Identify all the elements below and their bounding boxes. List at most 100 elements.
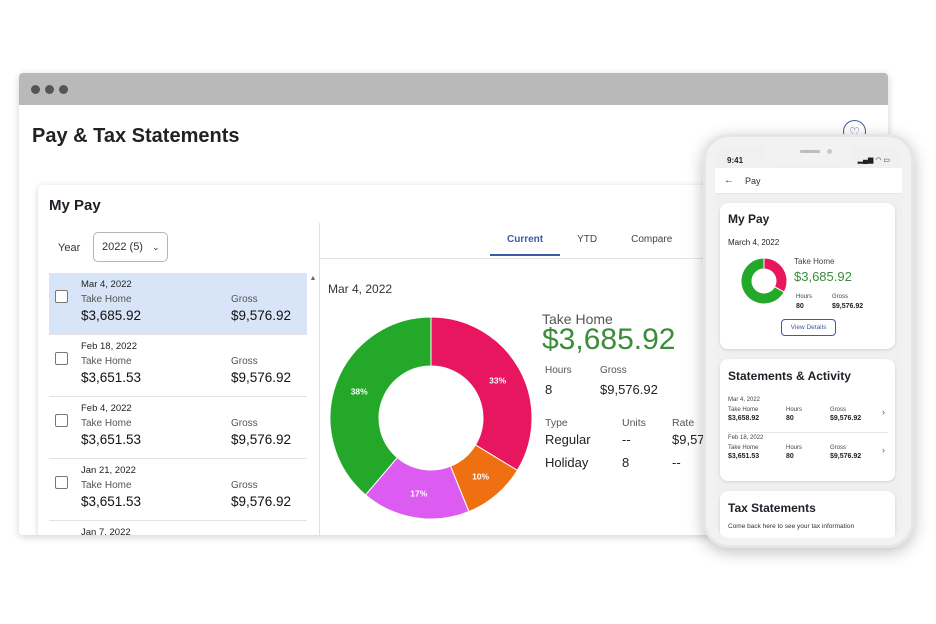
- window-dot-icon[interactable]: [45, 84, 54, 94]
- phone-navbar: ← Pay: [715, 168, 902, 194]
- donut-slice-label: 38%: [351, 387, 368, 397]
- table-header-type: Type: [545, 417, 568, 429]
- tab-divider: [320, 258, 738, 259]
- take-home-label: Take Home: [81, 294, 132, 305]
- phone-statement-date: Feb 18, 2022: [728, 435, 764, 441]
- statement-date: Mar 4, 2022: [81, 279, 132, 290]
- pay-breakdown-donut-chart: 33% 10% 17% 38%: [329, 316, 533, 520]
- statement-checkbox[interactable]: [55, 352, 68, 365]
- phone-screen: 9:41 ▂▄▆ ◠ ▭ ← Pay My Pay March 4, 2022 …: [715, 146, 902, 538]
- detail-take-home-label: Take Home: [542, 311, 613, 327]
- camera-icon: [827, 149, 832, 154]
- detail-gross-label: Gross: [600, 365, 627, 376]
- list-scrollbar[interactable]: ▲: [308, 275, 318, 535]
- phone-statement-take-home-label: Take Home: [728, 445, 759, 451]
- phone-notch: [764, 146, 852, 162]
- phone-take-home-value: $3,685.92: [794, 269, 852, 284]
- phone-statements-card: Statements & Activity Mar 4, 2022 Take H…: [720, 359, 895, 481]
- phone-mockup: 9:41 ▂▄▆ ◠ ▭ ← Pay My Pay March 4, 2022 …: [703, 134, 914, 548]
- table-cell-units: 8: [622, 455, 630, 470]
- table-header-units: Units: [622, 417, 646, 429]
- statement-row[interactable]: Feb 18, 2022 Take Home $3,651.53 Gross $…: [49, 335, 307, 397]
- my-pay-card: My Pay Year 2022 (5) ⌄ Mar 4, 2022 Take …: [38, 185, 738, 535]
- phone-statement-gross-label: Gross: [830, 407, 847, 413]
- detail-date: Mar 4, 2022: [328, 282, 393, 296]
- phone-statement-take-home: $3,651.53: [728, 453, 760, 460]
- page-title: Pay & Tax Statements: [32, 125, 240, 147]
- phone-statement-row[interactable]: Mar 4, 2022 Take Home $3,658.92 Hours 80…: [728, 397, 888, 433]
- take-home-label: Take Home: [81, 480, 132, 491]
- phone-donut-chart: [740, 257, 788, 305]
- donut-slice: [430, 316, 533, 472]
- statement-row[interactable]: Jan 7, 2022: [49, 521, 307, 535]
- take-home-value: $3,651.53: [81, 494, 142, 509]
- gross-value: $9,576.92: [231, 494, 292, 509]
- phone-take-home-label: Take Home: [794, 257, 835, 266]
- speaker-icon: [800, 150, 820, 153]
- window-dot-icon[interactable]: [31, 84, 40, 94]
- detail-gross-value: $9,576.92: [600, 382, 658, 397]
- chevron-right-icon[interactable]: ›: [882, 445, 885, 455]
- statement-row[interactable]: Feb 4, 2022 Take Home $3,651.53 Gross $9…: [49, 397, 307, 459]
- phone-tax-text: Come back here to see your tax informati…: [728, 523, 855, 530]
- phone-tax-card: Tax Statements Come back here to see you…: [720, 491, 895, 538]
- take-home-value: $3,651.53: [81, 432, 142, 447]
- tab-ytd[interactable]: YTD: [577, 234, 598, 245]
- detail-hours-value: 8: [545, 382, 553, 397]
- scroll-up-icon[interactable]: ▲: [309, 275, 317, 282]
- table-cell-units: --: [622, 432, 631, 447]
- browser-titlebar: [19, 73, 888, 105]
- statement-list: Mar 4, 2022 Take Home $3,685.92 Gross $9…: [49, 273, 307, 535]
- chevron-right-icon[interactable]: ›: [882, 407, 885, 417]
- table-cell-type: Holiday: [545, 455, 589, 470]
- phone-hours-value: 80: [796, 303, 804, 310]
- statement-row[interactable]: Jan 21, 2022 Take Home $3,651.53 Gross $…: [49, 459, 307, 521]
- year-select[interactable]: 2022 (5) ⌄: [93, 232, 168, 262]
- pay-tabs: Current YTD Compare: [490, 230, 689, 256]
- gross-label: Gross: [231, 480, 258, 491]
- phone-statement-take-home-label: Take Home: [728, 407, 759, 413]
- phone-statement-row[interactable]: Feb 18, 2022 Take Home $3,651.53 Hours 8…: [728, 435, 888, 471]
- statement-row[interactable]: Mar 4, 2022 Take Home $3,685.92 Gross $9…: [49, 273, 307, 335]
- heart-icon: ♡: [849, 124, 860, 139]
- phone-statement-take-home: $3,658.92: [728, 415, 760, 422]
- year-select-value: 2022 (5): [102, 241, 143, 253]
- phone-tax-title: Tax Statements: [728, 501, 816, 515]
- view-details-button[interactable]: View Details: [781, 319, 836, 336]
- my-pay-title: My Pay: [49, 197, 101, 214]
- status-time: 9:41: [727, 156, 744, 165]
- gross-value: $9,576.92: [231, 432, 292, 447]
- phone-pay-date: March 4, 2022: [728, 238, 780, 247]
- donut-slice-mini: [740, 257, 785, 305]
- detail-take-home-value: $3,685.92: [542, 323, 676, 356]
- chevron-down-icon: ⌄: [151, 241, 160, 252]
- year-label: Year: [58, 242, 81, 254]
- statement-list-panel: [38, 223, 320, 535]
- gross-value: $9,576.92: [231, 308, 292, 323]
- detail-hours-label: Hours: [545, 365, 572, 376]
- table-cell-type: Regular: [545, 432, 591, 447]
- statement-checkbox[interactable]: [55, 476, 68, 489]
- tab-compare[interactable]: Compare: [631, 234, 673, 245]
- back-arrow-icon[interactable]: ←: [724, 175, 734, 186]
- phone-statement-gross: $9,576.92: [830, 415, 862, 422]
- take-home-label: Take Home: [81, 418, 132, 429]
- phone-statements-title: Statements & Activity: [728, 369, 851, 383]
- statement-checkbox[interactable]: [55, 290, 68, 303]
- phone-my-pay-card: My Pay March 4, 2022 Take Home $3,685.92…: [720, 203, 895, 349]
- tab-current[interactable]: Current: [490, 230, 561, 256]
- status-icons: ▂▄▆ ◠ ▭: [857, 157, 890, 164]
- take-home-value: $3,685.92: [81, 308, 142, 323]
- phone-statement-hours: 80: [786, 415, 794, 422]
- phone-hours-label: Hours: [796, 294, 813, 300]
- take-home-label: Take Home: [81, 356, 132, 367]
- phone-statement-gross: $9,576.92: [830, 453, 862, 460]
- take-home-value: $3,651.53: [81, 370, 142, 385]
- phone-statement-hours: 80: [786, 453, 794, 460]
- table-cell-rate: --: [672, 455, 681, 470]
- statement-date: Feb 4, 2022: [81, 403, 132, 414]
- window-dot-icon[interactable]: [59, 84, 68, 94]
- donut-slice-label: 17%: [410, 489, 427, 499]
- statement-checkbox[interactable]: [55, 414, 68, 427]
- phone-gross-label: Gross: [832, 294, 849, 300]
